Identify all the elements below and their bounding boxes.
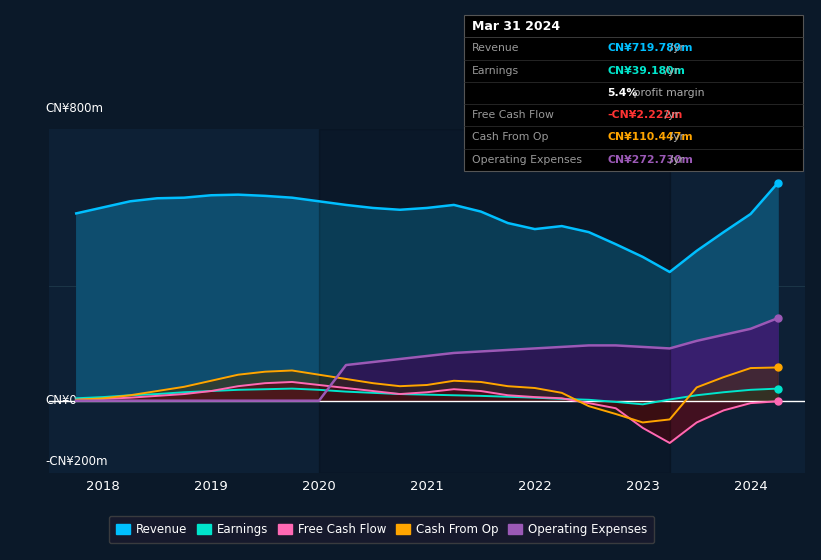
Text: /yr: /yr <box>666 155 684 165</box>
Text: Earnings: Earnings <box>472 66 519 76</box>
Text: Revenue: Revenue <box>472 44 520 54</box>
Text: /yr: /yr <box>661 66 679 76</box>
Text: Cash From Op: Cash From Op <box>472 133 548 142</box>
Text: CN¥110.447m: CN¥110.447m <box>608 133 693 142</box>
Text: /yr: /yr <box>661 110 679 120</box>
Text: -CN¥200m: -CN¥200m <box>45 455 108 468</box>
Text: CN¥800m: CN¥800m <box>45 102 103 115</box>
Text: profit margin: profit margin <box>631 88 705 98</box>
Text: -CN¥2.222m: -CN¥2.222m <box>608 110 683 120</box>
Text: Mar 31 2024: Mar 31 2024 <box>472 20 560 32</box>
Text: Operating Expenses: Operating Expenses <box>472 155 582 165</box>
Text: CN¥39.180m: CN¥39.180m <box>608 66 686 76</box>
Text: CN¥272.730m: CN¥272.730m <box>608 155 694 165</box>
Text: CN¥0: CN¥0 <box>45 394 77 407</box>
Legend: Revenue, Earnings, Free Cash Flow, Cash From Op, Operating Expenses: Revenue, Earnings, Free Cash Flow, Cash … <box>109 516 654 543</box>
Bar <box>319 129 670 473</box>
Text: Free Cash Flow: Free Cash Flow <box>472 110 554 120</box>
Text: CN¥719.789m: CN¥719.789m <box>608 44 693 54</box>
Text: /yr: /yr <box>666 133 684 142</box>
Text: /yr: /yr <box>666 44 684 54</box>
Text: 5.4%: 5.4% <box>608 88 638 98</box>
